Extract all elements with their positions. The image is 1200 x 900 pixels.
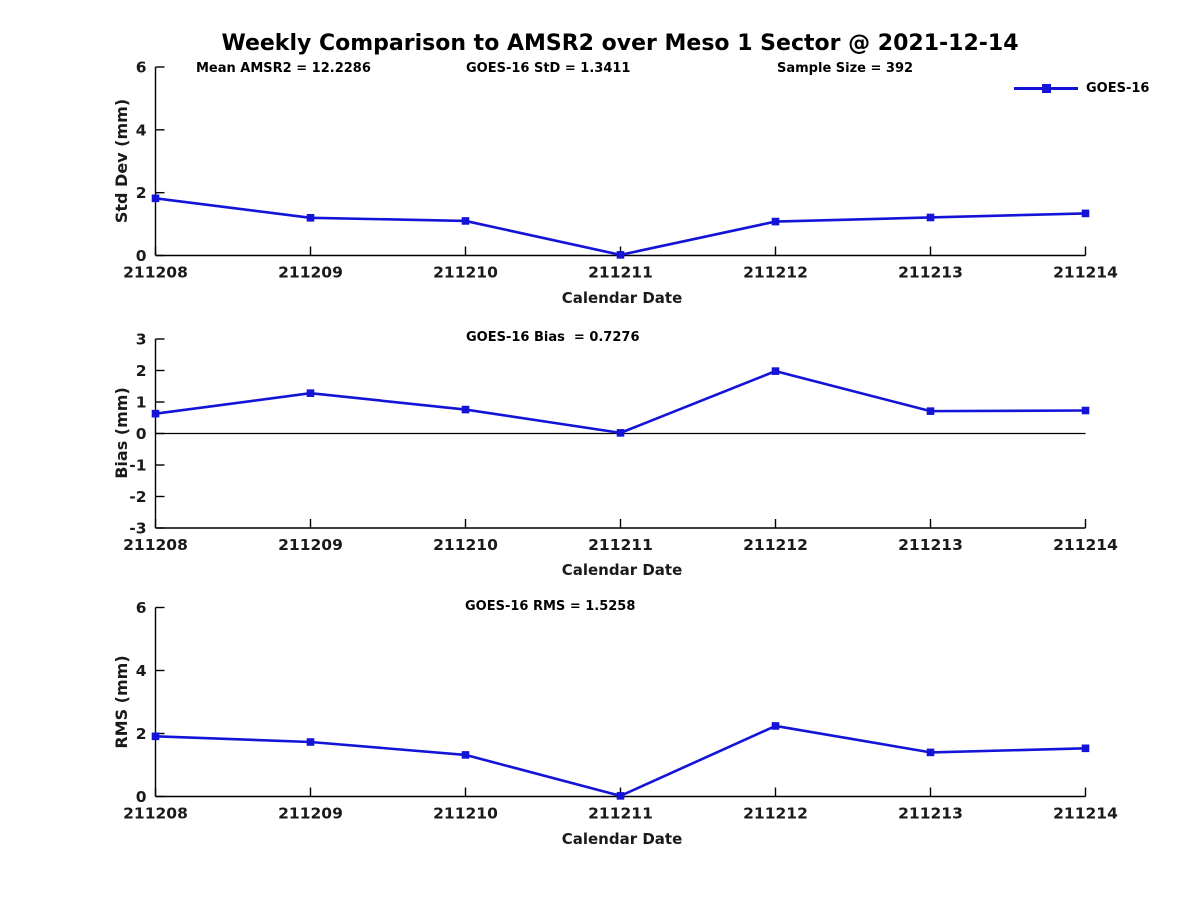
y-tick-label: 4: [136, 662, 147, 680]
data-point-marker: [616, 251, 625, 259]
x-tick-label: 211209: [278, 536, 343, 554]
x-tick-label: 211213: [898, 536, 963, 554]
data-point-marker: [771, 722, 780, 730]
data-point-marker: [461, 405, 470, 414]
y-tick-label: 6: [136, 59, 147, 77]
data-point-marker: [926, 748, 935, 757]
x-tick-label: 211214: [1053, 264, 1118, 282]
x-tick-label: 211209: [278, 805, 343, 823]
y-tick-label: -1: [129, 457, 146, 475]
y-tick-label: 0: [136, 788, 147, 806]
x-axis-label-1: Calendar Date: [561, 289, 683, 307]
data-point-marker: [771, 217, 780, 226]
y-tick-label: 0: [136, 247, 147, 265]
x-tick-label: 211208: [123, 264, 188, 282]
data-point-marker: [771, 367, 780, 375]
y-tick-label: 4: [136, 121, 147, 139]
annotation-goes16-bias: GOES-16 Bias = 0.7276: [466, 330, 640, 345]
x-tick-label: 211210: [433, 805, 498, 823]
x-tick-label: 211211: [588, 536, 653, 554]
data-point-marker: [926, 407, 935, 415]
y-tick-label: -2: [129, 488, 146, 506]
series-line: [155, 369, 1086, 435]
x-tick-label: 211208: [123, 805, 188, 823]
x-tick-label: 211214: [1053, 805, 1118, 823]
x-tick-label: 211213: [898, 805, 963, 823]
data-point-marker: [616, 792, 625, 800]
series-line: [155, 724, 1086, 798]
x-axis-label-3: Calendar Date: [561, 830, 683, 848]
y-tick-label: 1: [136, 394, 147, 412]
x-tick-label: 211214: [1053, 536, 1118, 554]
series-line: [155, 197, 1086, 257]
data-point-marker: [616, 429, 625, 437]
x-tick-label: 211210: [433, 536, 498, 554]
legend-label-goes16: GOES-16: [1086, 81, 1150, 96]
annotation-goes16-std: GOES-16 StD = 1.3411: [466, 61, 631, 76]
annotation-goes16-rms: GOES-16 RMS = 1.5258: [465, 599, 636, 614]
data-point-marker: [1081, 744, 1090, 753]
y-tick-label: 2: [136, 362, 147, 380]
data-point-marker: [926, 213, 935, 222]
x-tick-label: 211211: [588, 264, 653, 282]
x-tick-label: 211210: [433, 264, 498, 282]
data-point-marker: [306, 389, 315, 397]
x-tick-label: 211208: [123, 536, 188, 554]
y-tick-label: -3: [129, 520, 146, 538]
data-point-marker: [151, 409, 160, 418]
annotation-sample-size: Sample Size = 392: [777, 61, 914, 76]
data-point-marker: [1081, 406, 1090, 415]
y-axis-label-stddev: Std Dev (mm): [112, 98, 131, 224]
figure-title: Weekly Comparison to AMSR2 over Meso 1 S…: [221, 31, 1019, 56]
data-point-marker: [461, 217, 470, 225]
x-tick-label: 211211: [588, 805, 653, 823]
x-tick-label: 211213: [898, 264, 963, 282]
data-point-marker: [1081, 209, 1090, 218]
y-tick-label: 2: [136, 184, 147, 202]
data-point-marker: [151, 732, 160, 741]
y-tick-label: 0: [136, 425, 147, 443]
data-point-marker: [306, 214, 315, 222]
data-point-marker: [461, 751, 470, 759]
annotation-mean-amsr2: Mean AMSR2 = 12.2286: [196, 61, 371, 76]
x-tick-label: 211212: [743, 805, 808, 823]
data-point-marker: [306, 738, 315, 746]
x-tick-label: 211212: [743, 536, 808, 554]
x-axis-label-2: Calendar Date: [561, 561, 683, 579]
y-tick-label: 3: [136, 331, 147, 349]
data-point-marker: [151, 194, 160, 203]
x-tick-label: 211212: [743, 264, 808, 282]
legend-marker-icon: [1042, 84, 1051, 93]
y-axis-label-bias: Bias (mm): [112, 387, 131, 479]
y-axis-label-rms: RMS (mm): [112, 655, 131, 749]
y-tick-label: 6: [136, 599, 147, 617]
y-tick-label: 2: [136, 725, 147, 743]
x-tick-label: 211209: [278, 264, 343, 282]
